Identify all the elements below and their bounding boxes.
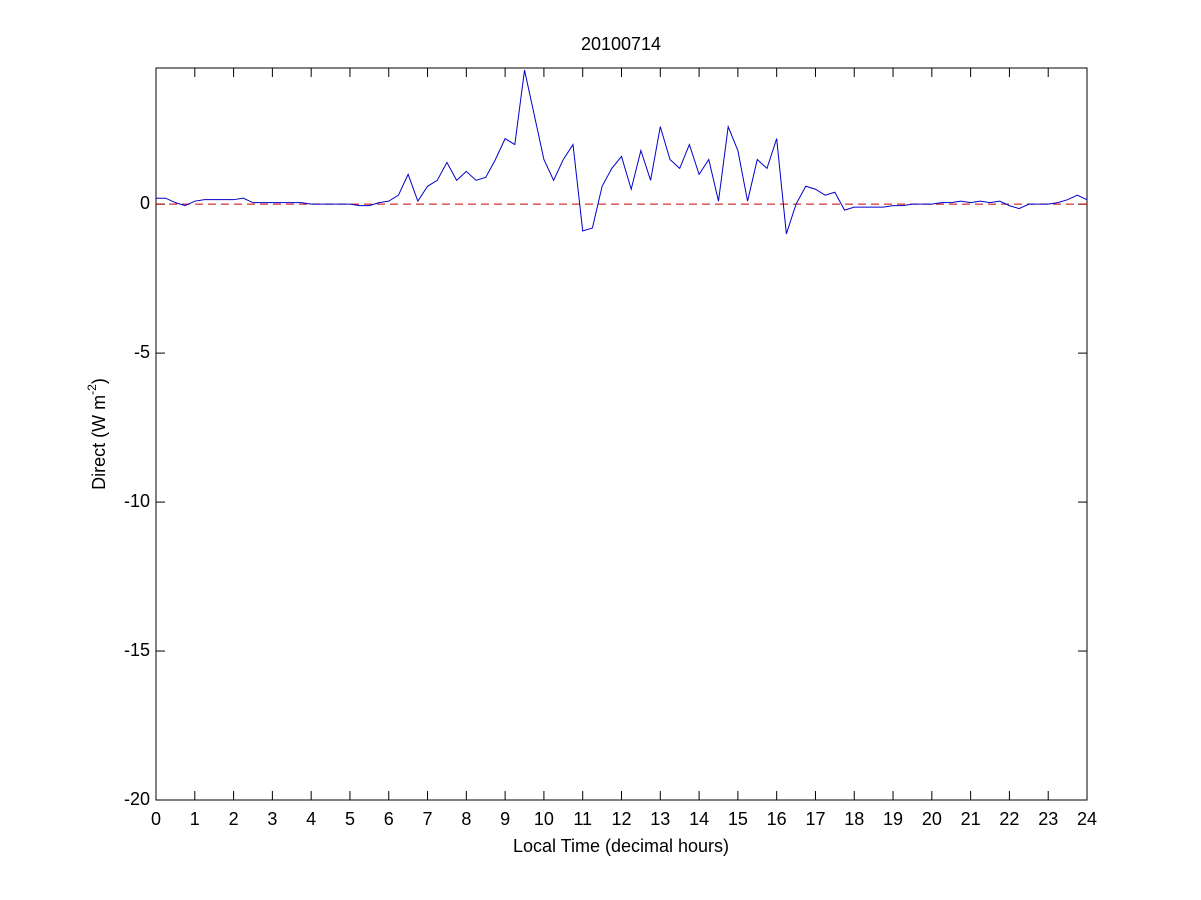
y-axis-label: Direct (W m-2)	[85, 378, 109, 490]
x-tick-label: 1	[190, 809, 200, 829]
x-tick-label: 24	[1077, 809, 1097, 829]
x-tick-label: 23	[1038, 809, 1058, 829]
x-tick-label: 20	[922, 809, 942, 829]
x-tick-label: 16	[767, 809, 787, 829]
x-tick-label: 12	[611, 809, 631, 829]
chart-title: 20100714	[581, 34, 661, 54]
x-tick-label: 0	[151, 809, 161, 829]
y-tick-label: 0	[140, 193, 150, 213]
y-label-text: Direct (W m	[89, 395, 109, 490]
x-tick-label: 22	[999, 809, 1019, 829]
data-line	[156, 69, 1088, 235]
x-tick-label: 6	[384, 809, 394, 829]
x-tick-label: 15	[728, 809, 748, 829]
y-label-tail: )	[89, 378, 109, 384]
x-tick-label: 18	[844, 809, 864, 829]
x-tick-label: 4	[306, 809, 316, 829]
x-tick-label: 9	[500, 809, 510, 829]
x-tick-label: 14	[689, 809, 709, 829]
y-tick-label: -5	[134, 342, 150, 362]
x-tick-label: 17	[805, 809, 825, 829]
x-tick-label: 5	[345, 809, 355, 829]
x-tick-label: 13	[650, 809, 670, 829]
y-tick-label: -15	[124, 640, 150, 660]
x-axis-label: Local Time (decimal hours)	[513, 836, 729, 856]
y-label-sup: -2	[85, 384, 99, 395]
x-tick-label: 8	[461, 809, 471, 829]
x-tick-label: 19	[883, 809, 903, 829]
plot-area	[155, 67, 1088, 801]
y-tick-label: -20	[124, 789, 150, 809]
x-tick-label: 10	[534, 809, 554, 829]
x-tick-label: 7	[423, 809, 433, 829]
x-tick-label: 21	[961, 809, 981, 829]
x-tick-label: 11	[573, 809, 592, 829]
x-tick-label: 2	[229, 809, 239, 829]
y-tick-label: -10	[124, 491, 150, 511]
x-tick-label: 3	[267, 809, 277, 829]
